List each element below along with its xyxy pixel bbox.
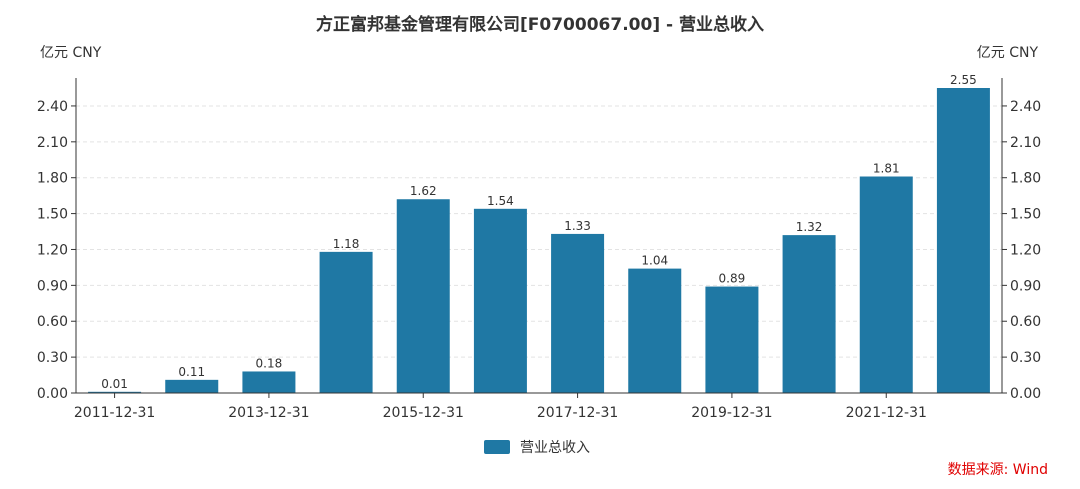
- bar: [242, 371, 296, 393]
- x-tick-label: 2015-12-31: [383, 405, 464, 421]
- data-label: 1.18: [333, 237, 360, 251]
- gridlines: [76, 105, 1002, 358]
- x-tick-label: 2019-12-31: [691, 405, 772, 421]
- data-labels: 0.01 0.11 0.18 1.18 1.62 1.54 1.33 1.04 0.89 1.32…: [101, 73, 977, 391]
- x-tick-label: 2017-12-31: [537, 405, 618, 421]
- y-tick-labels: 0.00 0.00 0.30 0.30 0.60 0.60 0.90 0.90 1.20 1.20…: [37, 99, 1041, 402]
- axes: [75, 78, 1003, 394]
- y-tick-label-left: 1.50: [37, 207, 68, 223]
- y-tick-label-right: 0.00: [1010, 386, 1041, 402]
- bar: [396, 199, 450, 393]
- y-tick-label-left: 2.40: [37, 99, 68, 115]
- bar: [628, 268, 682, 393]
- bar: [319, 251, 373, 393]
- data-label: 1.32: [796, 220, 823, 234]
- legend-label[interactable]: 营业总收入: [520, 440, 590, 456]
- bar: [782, 235, 836, 393]
- data-source: 数据来源: Wind: [948, 462, 1048, 478]
- y-tick-label-left: 0.90: [37, 278, 68, 294]
- y-tick-label-left: 1.80: [37, 171, 68, 187]
- x-tick-label: 2021-12-31: [846, 405, 927, 421]
- y-tick-label-right: 1.50: [1010, 207, 1041, 223]
- y-tick-label-left: 0.00: [37, 386, 68, 402]
- y-tick-label-right: 0.30: [1010, 350, 1041, 366]
- bar: [88, 391, 142, 393]
- legend[interactable]: 营业总收入: [484, 440, 590, 456]
- x-tick-label: 2011-12-31: [74, 405, 155, 421]
- y-tick-label-right: 1.20: [1010, 242, 1041, 258]
- y-tick-label-left: 0.30: [37, 350, 68, 366]
- data-label: 1.81: [873, 162, 900, 176]
- data-label: 0.18: [256, 356, 283, 370]
- data-label: 1.62: [410, 184, 437, 198]
- data-label: 0.11: [178, 365, 205, 379]
- bar: [551, 233, 605, 393]
- data-label: 2.55: [950, 73, 977, 87]
- y-tick-label-right: 0.90: [1010, 278, 1041, 294]
- data-label: 1.54: [487, 194, 514, 208]
- y-tick-label-left: 1.20: [37, 242, 68, 258]
- data-label: 1.33: [564, 219, 591, 233]
- x-tick-label: 2013-12-31: [228, 405, 309, 421]
- y-tick-label-left: 2.10: [37, 135, 68, 151]
- bars: [88, 88, 990, 393]
- chart-title: 方正富邦基金管理有限公司[F0700067.00] - 营业总收入: [316, 14, 764, 35]
- y-tick-label-right: 0.60: [1010, 314, 1041, 330]
- y-tick-label-left: 0.60: [37, 314, 68, 330]
- bar: [473, 208, 527, 393]
- y-tick-label-right: 2.10: [1010, 135, 1041, 151]
- legend-swatch[interactable]: [484, 440, 510, 454]
- y-tick-label-right: 1.80: [1010, 171, 1041, 187]
- y-tick-label-right: 2.40: [1010, 99, 1041, 115]
- y-axis-right-unit: 亿元 CNY: [977, 45, 1039, 61]
- data-label: 1.04: [641, 254, 668, 268]
- data-label: 0.89: [719, 272, 746, 286]
- bar: [705, 286, 759, 393]
- data-label: 0.01: [101, 377, 128, 391]
- y-axis-left-unit: 亿元 CNY: [40, 45, 102, 61]
- bar: [936, 88, 990, 393]
- x-tick-labels: 2011-12-31 2013-12-31 2015-12-31 2017-12-31…: [74, 393, 927, 421]
- bar: [859, 176, 913, 393]
- bar: [165, 379, 219, 393]
